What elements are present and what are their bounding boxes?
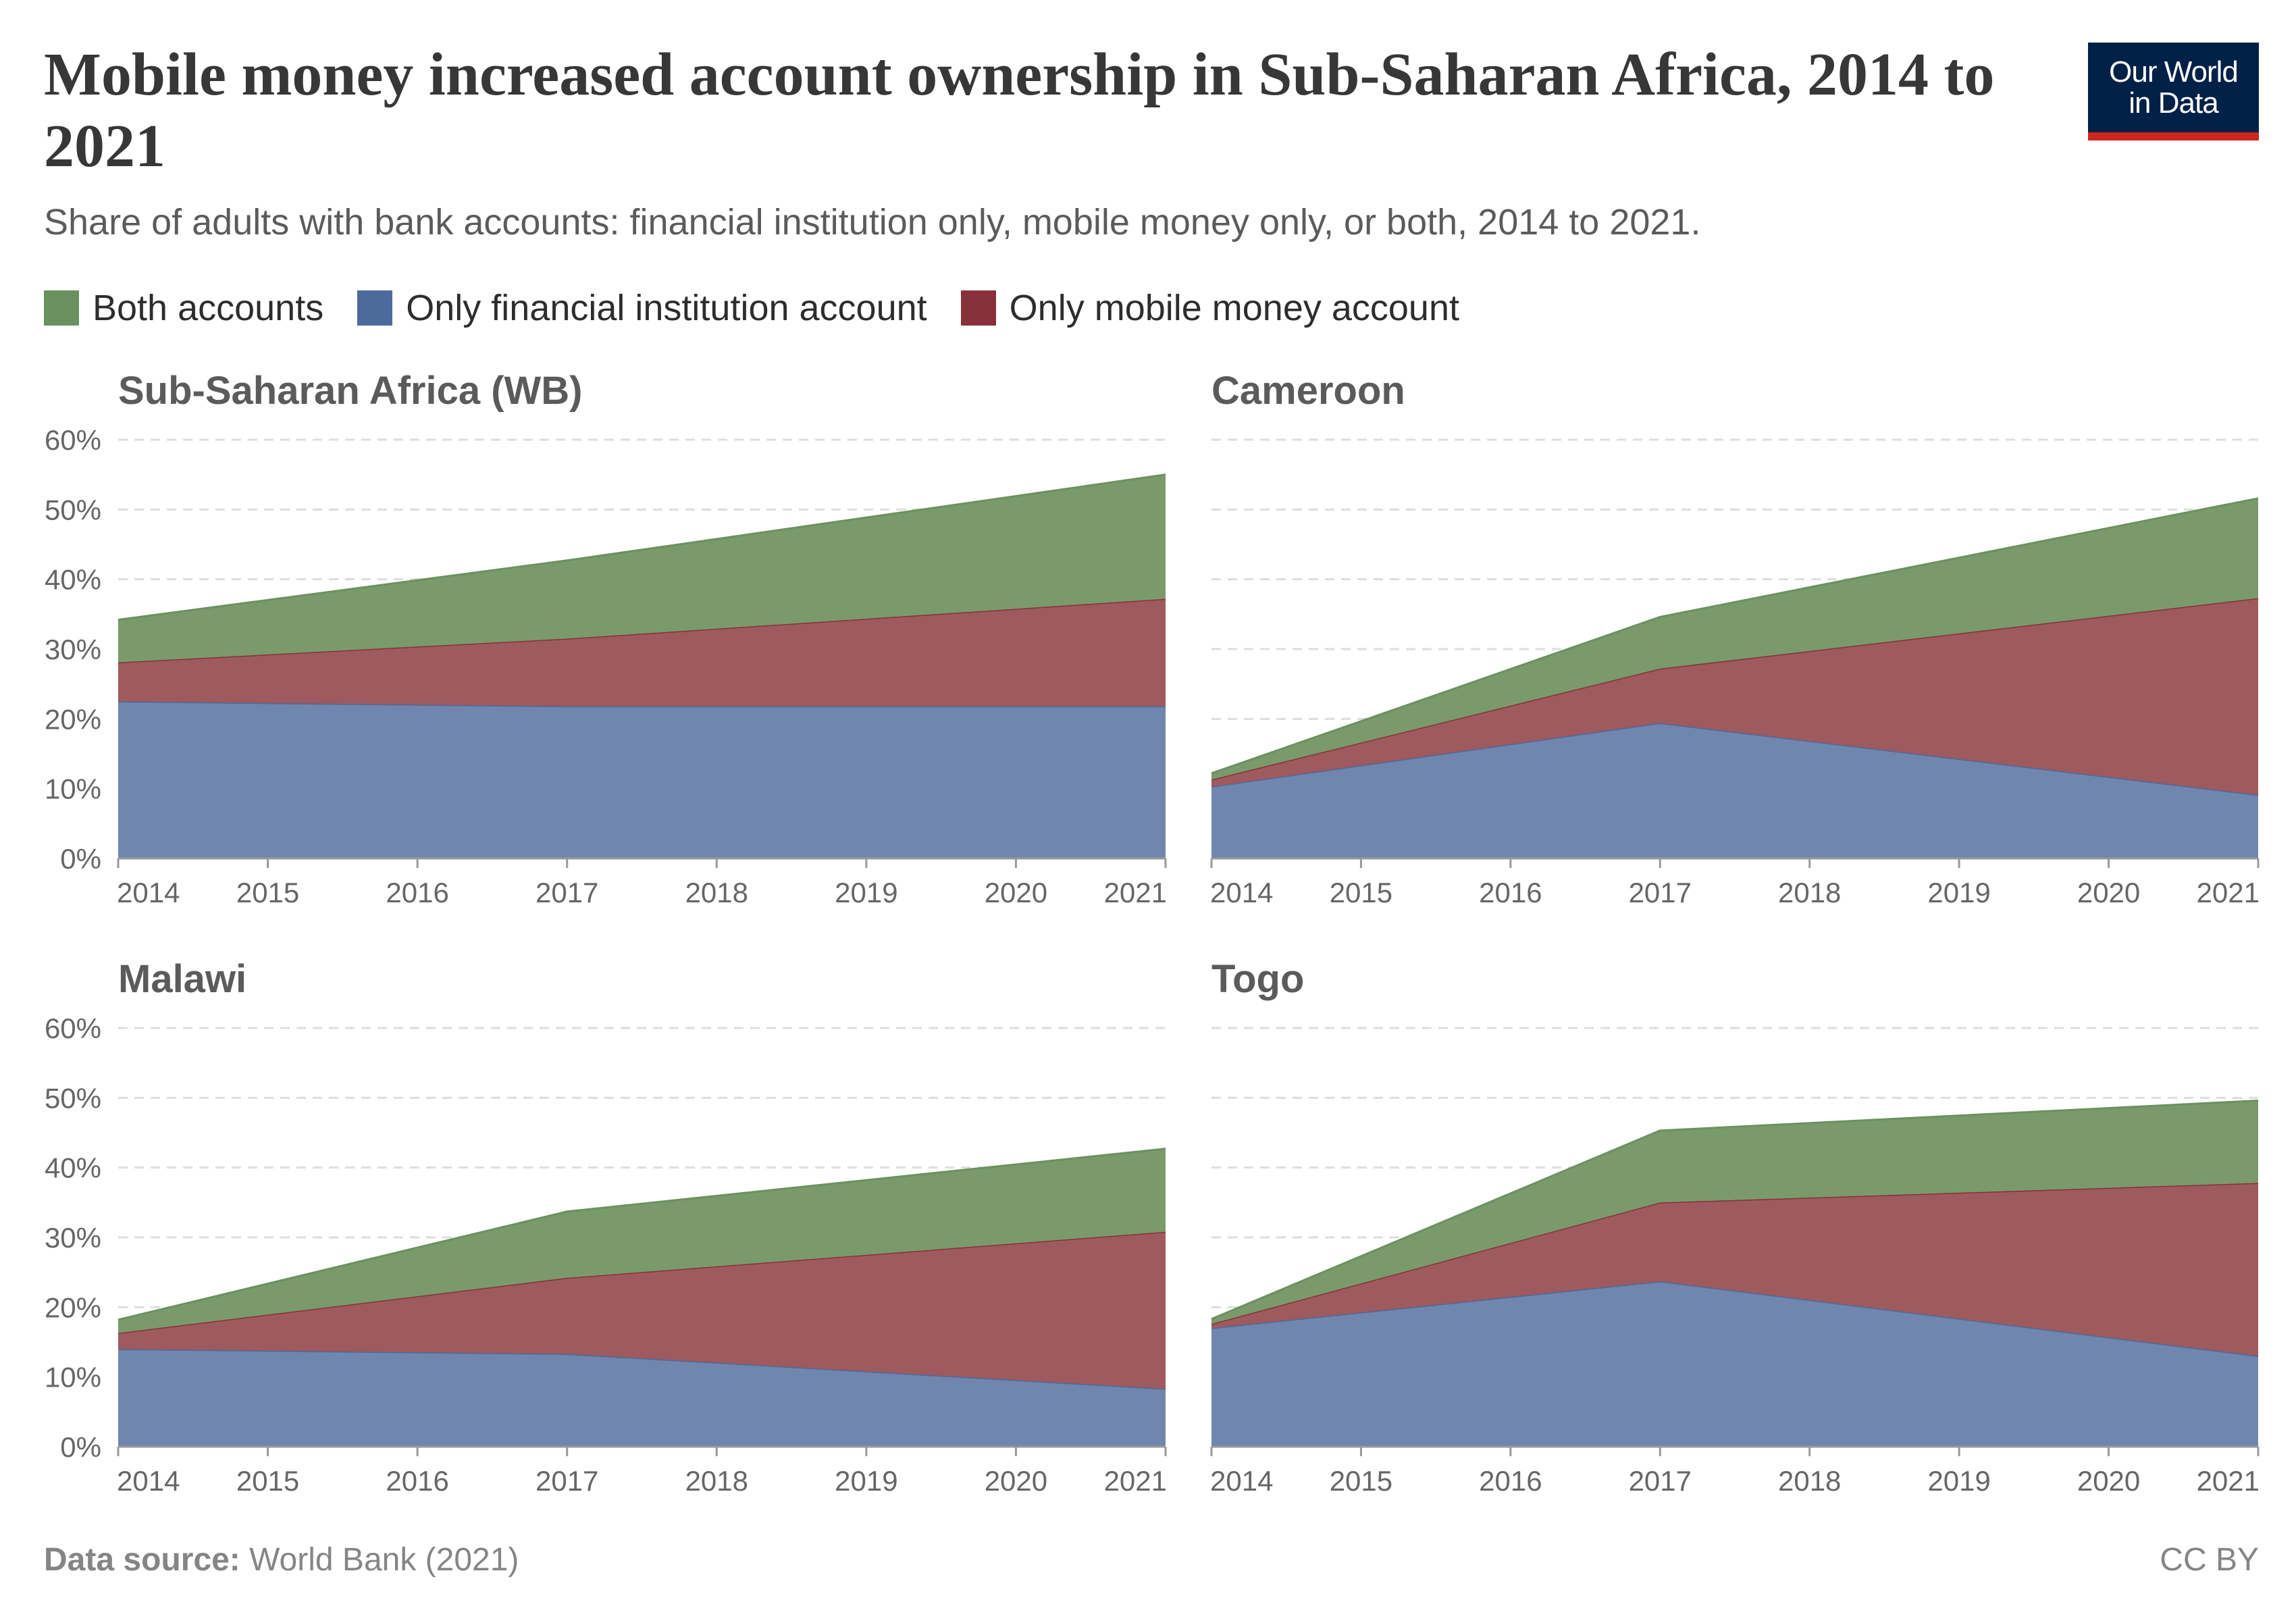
- x-tick-label-togo: 2014: [1210, 1465, 1273, 1497]
- y-tick-label-malawi: 10%: [45, 1362, 101, 1393]
- x-tick-label-togo: 2020: [2077, 1465, 2140, 1497]
- logo-line-2: in Data: [2129, 86, 2218, 120]
- chart-subtitle: Share of adults with bank accounts: fina…: [44, 202, 1701, 242]
- x-tick-label-malawi: 2014: [117, 1465, 180, 1497]
- x-tick-label-togo: 2016: [1479, 1465, 1542, 1497]
- y-tick-label-sub-saharan-africa-wb: 20%: [45, 703, 101, 735]
- x-tick-label-malawi: 2016: [386, 1465, 448, 1497]
- x-tick-label-sub-saharan-africa-wb: 2017: [536, 877, 598, 908]
- area-edge-cameroon-both-accounts: [1211, 497, 2259, 775]
- y-tick-label-sub-saharan-africa-wb: 40%: [45, 564, 101, 596]
- x-tick-label-malawi: 2018: [685, 1465, 748, 1497]
- legend-label-mobile-only: Only mobile money account: [1009, 288, 1459, 328]
- area-malawi-only-mobile-money-account: [118, 1231, 1166, 1389]
- legend-label-both: Both accounts: [93, 288, 324, 328]
- data-source-label: Data source:: [44, 1542, 240, 1578]
- x-tick-label-malawi: 2017: [536, 1465, 598, 1497]
- panel-title-sub-saharan-africa-wb: Sub-Saharan Africa (WB): [118, 369, 582, 413]
- x-tick-label-togo: 2015: [1330, 1465, 1392, 1497]
- panel-title-malawi: Malawi: [118, 957, 246, 1001]
- x-tick-label-sub-saharan-africa-wb: 2019: [835, 877, 897, 908]
- legend-swatch-financial-only: [357, 290, 393, 326]
- area-togo-only-mobile-money-account: [1211, 1183, 2258, 1356]
- area-sub-saharan-africa-wb-only-financial-institution-account: [118, 701, 1166, 858]
- x-tick-label-sub-saharan-africa-wb: 2016: [386, 877, 448, 908]
- legend-item-both[interactable]: Both accounts: [44, 287, 323, 329]
- chart-title: Mobile money increased account ownership…: [44, 41, 1995, 180]
- x-tick-label-cameroon: 2019: [1927, 877, 1990, 908]
- area-edge-malawi-both-accounts: [118, 1148, 1166, 1321]
- area-togo-both-accounts: [1211, 1100, 2258, 1324]
- area-edge-sub-saharan-africa-wb-both-accounts: [118, 473, 1166, 621]
- x-tick-label-cameroon: 2021: [2197, 877, 2260, 908]
- x-tick-label-sub-saharan-africa-wb: 2015: [236, 877, 299, 908]
- y-tick-label-malawi: 60%: [45, 1012, 101, 1044]
- data-source-value[interactable]: World Bank (2021): [249, 1542, 519, 1578]
- y-tick-label-sub-saharan-africa-wb: 50%: [45, 494, 101, 525]
- x-tick-label-malawi: 2020: [985, 1465, 1047, 1497]
- x-tick-label-sub-saharan-africa-wb: 2021: [1104, 877, 1167, 908]
- y-tick-label-sub-saharan-africa-wb: 0%: [60, 843, 101, 875]
- data-source: Data source: World Bank (2021): [44, 1541, 519, 1578]
- x-tick-label-cameroon: 2018: [1778, 877, 1841, 908]
- area-edge-togo-both-accounts: [1211, 1099, 2259, 1320]
- y-tick-label-malawi: 0%: [60, 1431, 101, 1463]
- x-tick-label-malawi: 2015: [236, 1465, 299, 1497]
- area-cameroon-only-financial-institution-account: [1211, 723, 2258, 858]
- legend-item-financial-only[interactable]: Only financial institution account: [357, 287, 927, 329]
- legend-label-financial-only: Only financial institution account: [406, 288, 927, 328]
- x-tick-label-malawi: 2021: [1104, 1465, 1167, 1497]
- logo-line-1: Our World: [2109, 55, 2239, 88]
- y-tick-label-sub-saharan-africa-wb: 30%: [45, 634, 101, 665]
- x-tick-label-sub-saharan-africa-wb: 2018: [685, 877, 748, 908]
- license-label[interactable]: CC BY: [2160, 1542, 2259, 1578]
- panel-title-cameroon: Cameroon: [1211, 369, 1405, 413]
- x-tick-label-togo: 2018: [1778, 1465, 1841, 1497]
- y-tick-label-malawi: 40%: [45, 1152, 101, 1184]
- x-tick-label-cameroon: 2016: [1479, 877, 1542, 908]
- legend-swatch-both: [44, 290, 79, 326]
- x-tick-label-cameroon: 2020: [2077, 877, 2140, 908]
- y-tick-label-sub-saharan-africa-wb: 60%: [45, 424, 101, 456]
- x-tick-label-togo: 2021: [2197, 1465, 2260, 1497]
- x-tick-label-malawi: 2019: [835, 1465, 897, 1497]
- area-malawi-both-accounts: [118, 1148, 1166, 1333]
- x-tick-label-sub-saharan-africa-wb: 2020: [985, 877, 1047, 908]
- area-togo-only-financial-institution-account: [1211, 1281, 2258, 1447]
- legend-item-mobile-only[interactable]: Only mobile money account: [960, 287, 1459, 329]
- legend-swatch-mobile-only: [960, 290, 996, 326]
- area-cameroon-only-mobile-money-account: [1211, 598, 2258, 795]
- x-tick-label-cameroon: 2017: [1629, 877, 1692, 908]
- panel-title-togo: Togo: [1211, 957, 1304, 1001]
- x-tick-label-cameroon: 2015: [1330, 877, 1392, 908]
- area-sub-saharan-africa-wb-both-accounts: [118, 474, 1166, 663]
- x-tick-label-sub-saharan-africa-wb: 2014: [117, 877, 180, 908]
- y-tick-label-sub-saharan-africa-wb: 10%: [45, 773, 101, 805]
- x-tick-label-togo: 2019: [1927, 1465, 1990, 1497]
- x-tick-label-togo: 2017: [1629, 1465, 1692, 1497]
- area-malawi-only-financial-institution-account: [118, 1349, 1166, 1447]
- owid-logo[interactable]: Our World in Data: [2088, 43, 2259, 140]
- x-tick-label-cameroon: 2014: [1210, 877, 1273, 908]
- area-cameroon-both-accounts: [1211, 498, 2258, 780]
- legend: Both accounts Only financial institution…: [44, 287, 1493, 329]
- y-tick-label-malawi: 30%: [45, 1222, 101, 1254]
- area-sub-saharan-africa-wb-only-mobile-money-account: [118, 598, 1166, 706]
- y-tick-label-malawi: 20%: [45, 1291, 101, 1323]
- y-tick-label-malawi: 50%: [45, 1082, 101, 1114]
